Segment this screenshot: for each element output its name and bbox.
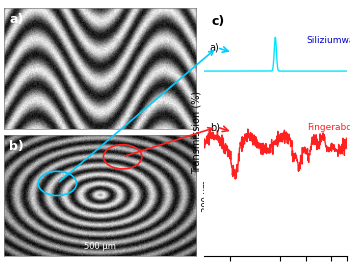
Text: c): c)	[211, 15, 224, 28]
Text: b): b)	[9, 140, 24, 153]
Text: a): a)	[210, 43, 219, 53]
Text: a): a)	[9, 13, 24, 26]
Text: 500 μm: 500 μm	[84, 242, 116, 251]
Text: Siliziumwafer: Siliziumwafer	[307, 36, 350, 45]
Text: b): b)	[210, 122, 220, 132]
Text: Fingerabdruck: Fingerabdruck	[307, 122, 350, 131]
Text: 300 μm: 300 μm	[202, 180, 210, 211]
Y-axis label: Transmission (%): Transmission (%)	[191, 91, 201, 173]
